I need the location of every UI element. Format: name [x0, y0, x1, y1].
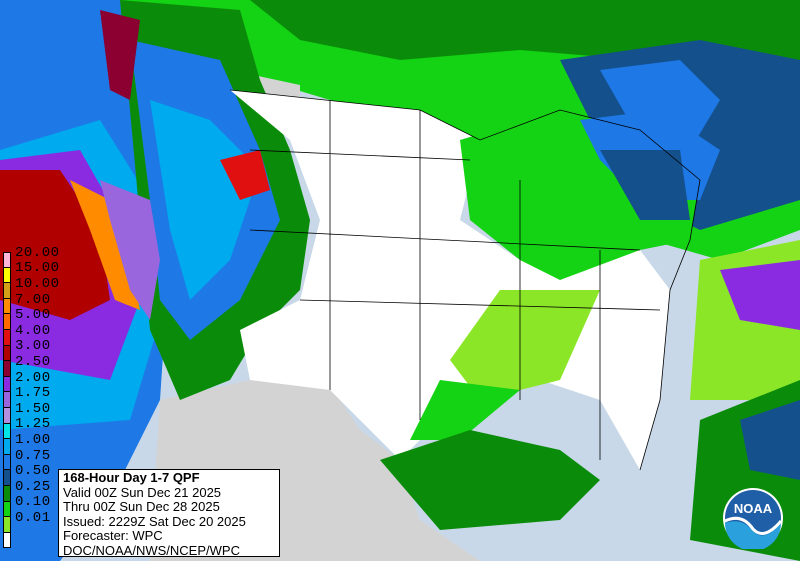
legend-item: 0.50: [3, 463, 68, 486]
legend-item: 1.50: [3, 401, 68, 424]
legend-swatch: [3, 314, 11, 330]
legend-swatch: [3, 345, 11, 362]
legend-swatch: [3, 501, 11, 518]
legend-swatch: [3, 407, 11, 424]
legend-item: 0.01: [3, 510, 68, 533]
legend-swatch: [3, 267, 11, 284]
legend-item: 1.75: [3, 385, 68, 408]
legend-item: 1.00: [3, 432, 68, 455]
state-borders: [229, 89, 701, 471]
legend-swatch: [3, 283, 11, 299]
legend-swatch: [3, 376, 11, 393]
product-info-box: 168-Hour Day 1-7 QPF Valid 00Z Sun Dec 2…: [58, 469, 280, 557]
legend-item: 0.10: [3, 494, 68, 518]
legend-item: 2.50: [3, 354, 68, 377]
legend-swatch: [3, 485, 11, 502]
legend-item: 10.00: [3, 276, 68, 299]
legend-item: 1.25: [3, 416, 68, 440]
product-title: 168-Hour Day 1-7 QPF: [63, 470, 200, 485]
legend-item: 7.00: [3, 292, 68, 315]
valid-time: Valid 00Z Sun Dec 21 2025: [63, 484, 222, 500]
legend-swatch: [3, 423, 11, 440]
legend-swatch: [3, 470, 11, 486]
legend-item: 0.25: [3, 479, 68, 502]
forecaster: Forecaster: WPC: [63, 528, 163, 543]
legend-item: 4.00: [3, 323, 68, 346]
legend-swatch: [3, 361, 11, 377]
legend-item: 0.75: [3, 448, 68, 471]
thru-time: Thru 00Z Sun Dec 28 2025: [63, 499, 220, 514]
legend-item: 5.00: [3, 307, 68, 330]
svg-text:NOAA: NOAA: [734, 501, 773, 516]
legend-swatch: [3, 439, 11, 455]
legend-swatch: [3, 517, 11, 533]
legend-item: 15.00: [3, 260, 68, 284]
legend-item: 3.00: [3, 338, 68, 362]
precip-legend: 20.00 15.00 10.00 7.00 5.00 4.00 3.00 2.…: [3, 245, 68, 549]
legend-swatch: [3, 298, 11, 315]
legend-swatch: [3, 252, 11, 268]
legend-swatch: [3, 329, 11, 346]
issued-time: Issued: 2229Z Sat Dec 20 2025: [63, 513, 246, 529]
legend-item: [3, 532, 68, 549]
noaa-logo: NOAA: [723, 488, 783, 549]
legend-swatch: [3, 532, 11, 549]
legend-item: 2.00: [3, 370, 68, 393]
agency: DOC/NOAA/NWS/NCEP/WPC: [63, 542, 240, 558]
legend-swatch: [3, 454, 11, 471]
legend-swatch: [3, 392, 11, 408]
legend-item: 20.00: [3, 245, 68, 268]
